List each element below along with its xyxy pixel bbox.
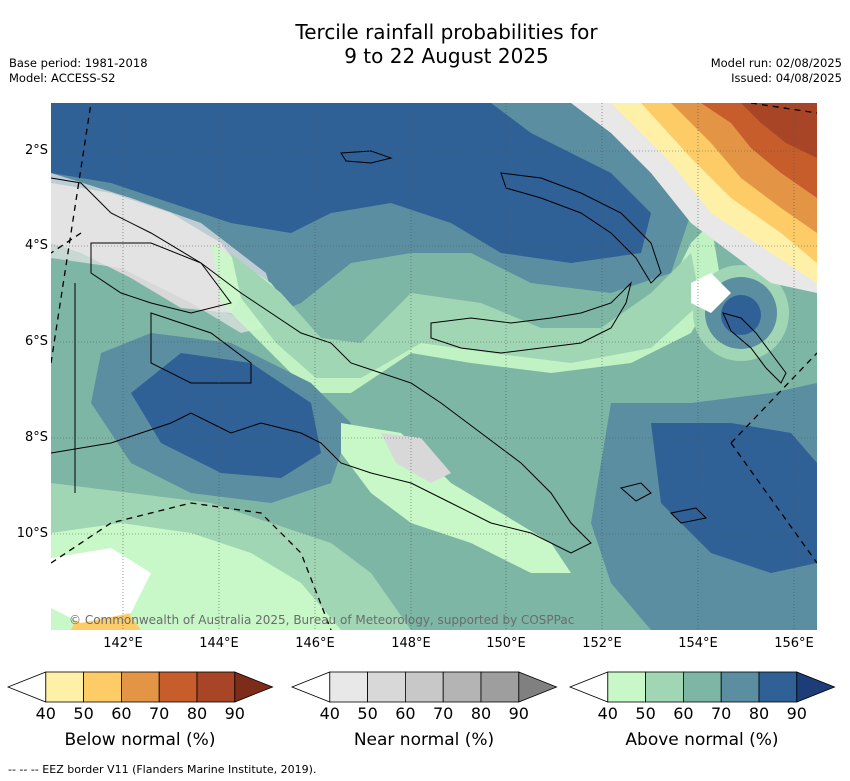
colorbar-label-below: Below normal (%) xyxy=(64,730,216,750)
model-run: Model run: 02/08/2025 xyxy=(710,56,842,70)
colorbar-tick-label: 90 xyxy=(786,704,807,723)
colorbar-tick-label: 70 xyxy=(433,704,454,723)
coastlines xyxy=(51,150,787,554)
colorbar-tick-label: 90 xyxy=(508,704,529,723)
meta-right: Model run: 02/08/2025 Issued: 04/08/2025 xyxy=(711,56,842,86)
colorbar-tick-label: 60 xyxy=(673,704,694,723)
coast-new-guinea xyxy=(51,177,592,554)
lon-tick: 148°E xyxy=(391,636,431,651)
colorbars xyxy=(6,671,836,703)
lat-tick: 10°S xyxy=(16,526,48,541)
colorbar-min-arrow xyxy=(6,671,47,703)
lon-tick: 150°E xyxy=(486,636,526,651)
colorbar-segment xyxy=(329,671,368,703)
colorbar-segment xyxy=(758,671,798,703)
field-above-90-nw xyxy=(51,103,651,263)
chart-title: Tercile rainfall probabilities for 9 to … xyxy=(0,20,850,68)
field-unshaded-ne xyxy=(691,273,731,313)
coast-islands-se xyxy=(619,482,708,524)
colorbar-min-arrow xyxy=(568,671,609,703)
colorbar-tick-label: 70 xyxy=(149,704,170,723)
colorbar-near-normal xyxy=(290,671,558,703)
field-above-90-east xyxy=(651,423,817,573)
colorbar-max-arrow xyxy=(234,671,274,703)
colorbar-below-normal xyxy=(6,671,274,703)
base-period: Base period: 1981-2018 xyxy=(9,56,148,70)
colorbar-max-arrow xyxy=(796,671,836,703)
lon-tick: 142°E xyxy=(103,636,143,651)
colorbar-label-above: Above normal (%) xyxy=(625,730,779,750)
colorbar-tick-label: 40 xyxy=(597,704,618,723)
colorbar-above-normal xyxy=(568,671,836,703)
colorbar-segment xyxy=(196,671,236,703)
coast-new-ireland xyxy=(500,172,662,284)
lon-tick: 146°E xyxy=(295,636,335,651)
colorbar-segment xyxy=(442,671,482,703)
colorbar-segment xyxy=(45,671,84,703)
title-line-2: 9 to 22 August 2025 xyxy=(344,44,549,68)
colorbar-tick-label: 60 xyxy=(111,704,132,723)
field-above-60-band xyxy=(231,253,701,378)
lat-tick: 8°S xyxy=(24,430,48,445)
colorbar-tick-label: 60 xyxy=(395,704,416,723)
rainfall-probability-map xyxy=(51,103,817,630)
coast-manus xyxy=(340,150,393,164)
copyright-notice: © Commonwealth of Australia 2025, Bureau… xyxy=(69,613,575,627)
colorbar-segment xyxy=(683,671,722,703)
colorbar-tick-label: 80 xyxy=(186,704,208,723)
colorbar-segment xyxy=(607,671,646,703)
colorbar-tick-label: 50 xyxy=(635,704,656,723)
field-below-90-ne xyxy=(741,103,817,158)
colorbar-segment xyxy=(645,671,684,703)
borders xyxy=(74,242,252,493)
colorbar-tick-label: 50 xyxy=(73,704,94,723)
graticule xyxy=(51,103,817,630)
coast-bougainville xyxy=(722,312,787,384)
issued-date: Issued: 04/08/2025 xyxy=(731,71,842,85)
field-above-90-central xyxy=(131,353,321,478)
lon-tick: 152°E xyxy=(582,636,622,651)
colorbar-segment xyxy=(480,671,520,703)
model-name: Model: ACCESS-S2 xyxy=(9,71,116,85)
colorbar-tick-label: 50 xyxy=(357,704,378,723)
colorbar-tick-label: 40 xyxy=(35,704,56,723)
colorbar-label-near: Near normal (%) xyxy=(353,730,495,750)
colorbar-segment xyxy=(720,671,760,703)
coast-new-britain xyxy=(430,281,632,354)
lat-tick: 2°S xyxy=(24,143,48,158)
eez-footnote: -- -- -- EEZ border V11 (Flanders Marine… xyxy=(8,763,317,776)
field-near-south xyxy=(381,433,451,483)
colorbar-min-arrow xyxy=(290,671,331,703)
colorbar-segment xyxy=(367,671,406,703)
colorbar-tick-label: 40 xyxy=(319,704,340,723)
colorbar-segment xyxy=(158,671,198,703)
lon-tick: 156°E xyxy=(774,636,814,651)
colorbar-segment xyxy=(83,671,122,703)
colorbar-tick-label: 90 xyxy=(224,704,245,723)
lat-tick: 4°S xyxy=(24,238,48,253)
lat-tick: 6°S xyxy=(24,334,48,349)
colorbar-tick-label: 80 xyxy=(748,704,770,723)
colorbar-max-arrow xyxy=(518,671,558,703)
colorbar-tick-label: 80 xyxy=(470,704,492,723)
title-line-1: Tercile rainfall probabilities for xyxy=(295,20,598,44)
field-near-sw xyxy=(51,548,151,623)
eez-borders xyxy=(51,103,817,630)
lon-tick: 144°E xyxy=(199,636,239,651)
field-above-90-newireland xyxy=(721,295,761,335)
colorbar-segment xyxy=(121,671,160,703)
lon-tick: 154°E xyxy=(678,636,718,651)
meta-left: Base period: 1981-2018 Model: ACCESS-S2 xyxy=(9,56,148,86)
colorbar-segment xyxy=(404,671,444,703)
colorbar-tick-label: 70 xyxy=(711,704,732,723)
